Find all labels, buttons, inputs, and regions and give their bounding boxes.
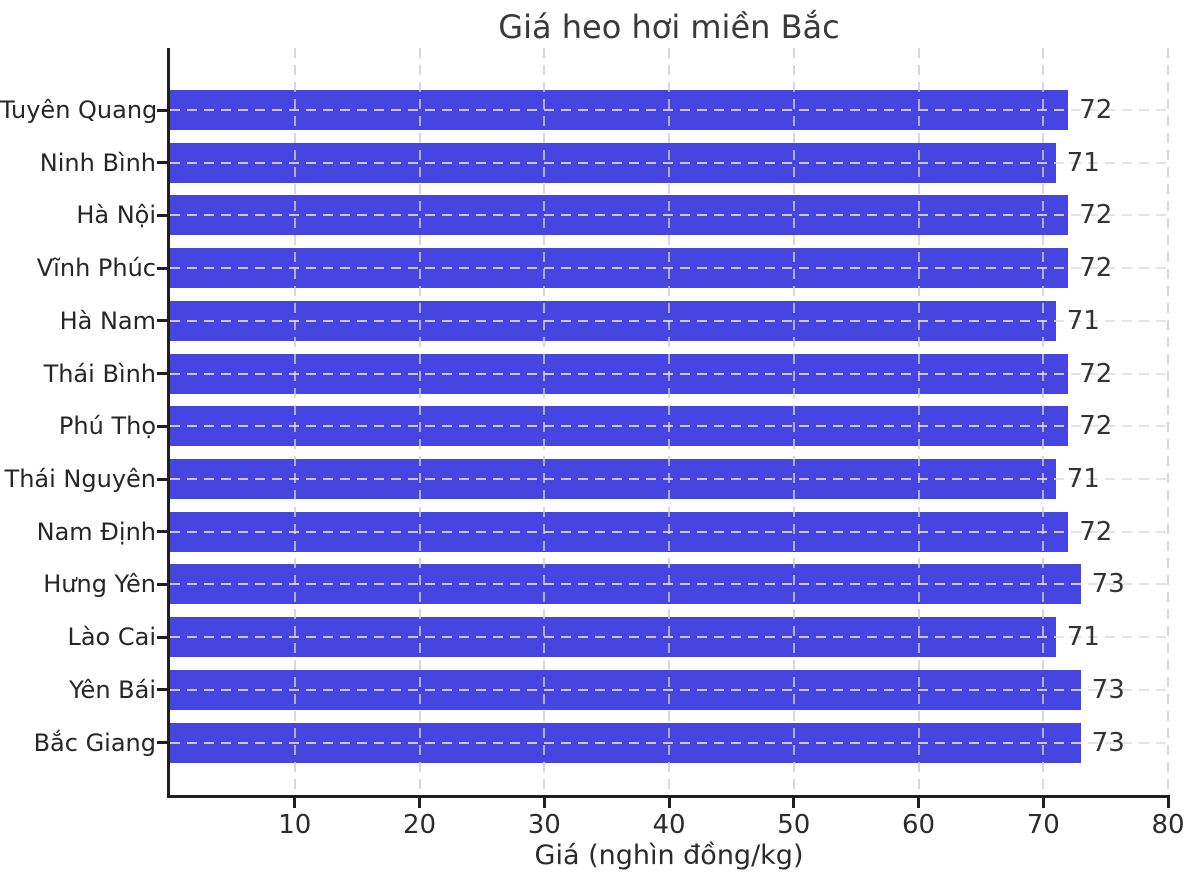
x-tick-mark xyxy=(542,798,546,808)
bar-value-label: 73 xyxy=(1091,569,1125,600)
y-tick-mark xyxy=(157,477,167,481)
x-gridline xyxy=(1167,48,1169,795)
bar-value-label: 72 xyxy=(1079,358,1113,389)
y-gridline xyxy=(170,583,1168,586)
y-tick-mark xyxy=(157,635,167,639)
y-gridline xyxy=(170,214,1168,217)
y-tick-mark xyxy=(157,741,167,745)
y-tick-mark xyxy=(157,372,167,376)
x-tick-mark xyxy=(418,798,421,808)
x-tick-mark xyxy=(917,798,920,808)
category-label: Bắc Giang xyxy=(33,728,156,757)
y-tick-mark xyxy=(157,319,167,323)
x-axis-label: Giá (nghìn đồng/kg) xyxy=(534,840,804,871)
y-gridline xyxy=(170,636,1168,639)
bar-value-label: 71 xyxy=(1066,464,1100,495)
y-gridline xyxy=(170,372,1168,375)
y-tick-mark xyxy=(157,161,167,165)
x-gridline xyxy=(293,48,296,795)
category-label: Thái Bình xyxy=(43,359,156,388)
y-gridline xyxy=(170,688,1168,691)
y-gridline xyxy=(170,741,1168,744)
bar-value-label: 72 xyxy=(1079,253,1113,284)
y-tick-mark xyxy=(157,688,167,692)
x-gridline xyxy=(418,48,421,795)
bar-value-label: 73 xyxy=(1091,674,1125,705)
x-tick-label: 10 xyxy=(278,810,312,840)
category-label: Lào Cai xyxy=(67,623,156,652)
category-label: Hà Nam xyxy=(59,306,156,335)
x-tick-label: 80 xyxy=(1151,810,1185,840)
x-gridline xyxy=(1042,48,1045,795)
x-tick-label: 40 xyxy=(652,810,686,840)
x-tick-label: 30 xyxy=(527,810,561,840)
x-tick-label: 50 xyxy=(777,810,811,840)
y-gridline xyxy=(170,109,1168,111)
x-gridline xyxy=(792,48,795,795)
y-tick-mark xyxy=(157,424,167,428)
bar-value-label: 72 xyxy=(1079,95,1113,125)
y-tick-mark xyxy=(157,108,167,112)
category-label: Yên Bái xyxy=(69,675,156,704)
category-label: Hà Nội xyxy=(76,201,156,230)
y-tick-mark xyxy=(157,530,167,534)
x-tick-mark xyxy=(667,798,671,808)
bar-value-label: 71 xyxy=(1066,622,1100,653)
x-tick-mark xyxy=(792,798,796,808)
y-tick-mark xyxy=(157,266,167,270)
y-axis-spine xyxy=(167,48,170,798)
category-label: Tuyên Quang xyxy=(0,96,158,124)
bar-value-label: 72 xyxy=(1079,411,1113,442)
category-label: Vĩnh Phúc xyxy=(36,254,156,283)
x-axis-spine xyxy=(167,795,1170,798)
y-gridline xyxy=(170,530,1168,533)
y-gridline xyxy=(170,425,1168,428)
x-gridline xyxy=(917,48,920,795)
category-label: Hưng Yên xyxy=(43,570,156,599)
x-tick-label: 20 xyxy=(402,810,437,840)
y-tick-mark xyxy=(157,213,167,217)
y-gridline xyxy=(170,161,1168,164)
x-tick-mark xyxy=(293,798,297,808)
bar-value-label: 72 xyxy=(1079,200,1113,231)
bar-value-label: 72 xyxy=(1079,516,1113,547)
bar-value-label: 71 xyxy=(1066,147,1100,178)
x-gridline xyxy=(668,48,670,795)
x-gridline xyxy=(543,48,546,795)
x-tick-label: 60 xyxy=(901,810,936,840)
x-tick-mark xyxy=(1166,798,1170,808)
category-label: Ninh Bình xyxy=(39,148,156,177)
y-tick-mark xyxy=(157,582,167,586)
bar-value-label: 73 xyxy=(1091,727,1125,758)
bar-value-label: 71 xyxy=(1066,305,1100,336)
y-gridline xyxy=(170,267,1168,270)
category-label: Thái Nguyên xyxy=(4,465,156,494)
chart-title: Giá heo hơi miền Bắc xyxy=(498,8,840,46)
y-gridline xyxy=(170,478,1168,481)
y-gridline xyxy=(170,319,1168,322)
x-tick-mark xyxy=(1041,798,1045,808)
category-label: Nam Định xyxy=(36,517,156,546)
x-tick-label: 70 xyxy=(1026,810,1060,840)
category-label: Phú Thọ xyxy=(58,412,156,441)
